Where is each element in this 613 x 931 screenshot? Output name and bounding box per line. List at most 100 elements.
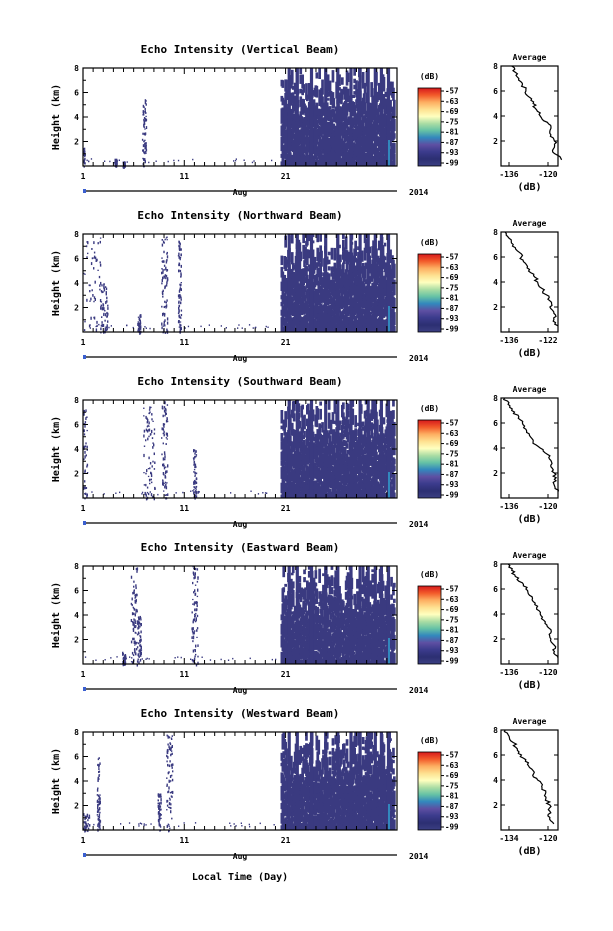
- echo-cell: [164, 268, 166, 271]
- echo-cell: [144, 142, 146, 145]
- echo-cell: [142, 110, 144, 113]
- echo-cell: [106, 315, 108, 318]
- echo-cell: [281, 645, 285, 651]
- echo-cell: [135, 586, 137, 590]
- echo-cell: [158, 821, 160, 823]
- echo-cell: [392, 296, 395, 300]
- echo-cell: [132, 628, 135, 632]
- echo-cell: [145, 658, 147, 660]
- echo-cell: [163, 458, 165, 461]
- echo-cell: [133, 618, 135, 621]
- echo-cell: [347, 316, 351, 320]
- echo-cell: [307, 403, 310, 414]
- echo-cell: [360, 294, 364, 308]
- echo-cell: [87, 829, 89, 833]
- echo-cell: [293, 628, 297, 633]
- echo-cell: [303, 117, 306, 129]
- echo-cell: [318, 602, 321, 607]
- echo-cell: [315, 102, 319, 118]
- echo-cell: [385, 266, 389, 274]
- echo-cell: [96, 810, 99, 814]
- echo-cell: [285, 748, 288, 765]
- echo-cell: [299, 251, 303, 262]
- average-x-tick-label: -136: [499, 170, 518, 179]
- echo-cell: [99, 822, 101, 825]
- echo-cell: [179, 321, 182, 323]
- y-tick-label: 2: [74, 636, 79, 645]
- echo-cell: [356, 591, 359, 602]
- echo-cell: [165, 306, 167, 309]
- echo-cell: [152, 446, 154, 449]
- echo-cell: [300, 811, 304, 822]
- echo-cell: [167, 493, 169, 496]
- echo-cell: [171, 752, 173, 755]
- echo-cell: [382, 434, 386, 441]
- echo-cell: [293, 273, 297, 286]
- echo-cell: [102, 304, 105, 307]
- echo-cell: [194, 572, 196, 576]
- echo-cell: [84, 829, 86, 833]
- echo-cell: [83, 409, 85, 413]
- colorbar-tick-label: -81: [445, 294, 459, 303]
- echo-cell: [195, 619, 197, 622]
- echo-cell: [180, 273, 182, 277]
- echo-cell: [85, 454, 87, 457]
- echo-cell: [305, 266, 308, 279]
- echo-cell: [165, 443, 167, 446]
- echo-cell: [168, 829, 170, 833]
- echo-cell: [385, 426, 389, 431]
- echo-cell: [85, 821, 87, 824]
- echo-cell: [383, 256, 387, 261]
- average-y-tick-label: 6: [493, 87, 498, 96]
- echo-cell: [354, 632, 357, 642]
- echo-cell: [169, 798, 171, 801]
- echo-cell: [281, 97, 285, 106]
- echo-cell: [326, 614, 330, 628]
- echo-cell: [303, 414, 306, 430]
- echo-cell: [357, 270, 360, 288]
- echo-cell: [313, 256, 317, 270]
- echo-cell: [166, 299, 168, 302]
- echo-cell: [376, 263, 379, 273]
- echo-cell: [96, 789, 99, 792]
- echo-cell: [165, 284, 168, 287]
- echo-cell: [194, 592, 197, 596]
- echo-cell: [284, 432, 287, 442]
- echo-cell: [89, 327, 91, 329]
- echo-cell: [285, 259, 288, 268]
- echo-cell: [140, 823, 143, 825]
- echo-cell: [140, 649, 142, 653]
- echo-cell: [178, 314, 180, 318]
- echo-cell: [355, 640, 358, 650]
- echo-cell: [143, 824, 145, 827]
- echo-cell: [163, 275, 165, 278]
- echo-cell: [370, 613, 373, 622]
- echo-cell: [284, 92, 287, 110]
- echo-cell: [292, 113, 296, 120]
- echo-cell: [157, 802, 159, 805]
- echo-cell: [301, 135, 304, 145]
- echo-cell: [301, 441, 304, 458]
- echo-cell: [344, 113, 348, 129]
- x-tick-label: 11: [179, 172, 189, 181]
- echo-cell: [169, 760, 171, 763]
- echo-cell: [143, 429, 146, 433]
- echo-cell: [302, 84, 305, 93]
- echo-cell: [161, 453, 163, 456]
- echo-cell: [291, 92, 295, 103]
- echo-cell: [149, 406, 151, 410]
- echo-cell: [338, 420, 341, 431]
- echo-cell: [192, 640, 194, 643]
- echo-cell: [145, 439, 147, 442]
- echo-cell: [167, 743, 169, 746]
- echo-cell: [85, 487, 88, 489]
- echo-cell: [301, 415, 304, 433]
- year-label: 2014: [409, 520, 428, 529]
- echo-cell: [157, 493, 159, 496]
- echo-cell: [83, 445, 85, 449]
- echo-cell: [102, 290, 104, 293]
- echo-cell: [170, 746, 172, 750]
- echo-cell: [196, 629, 198, 632]
- echo-cell: [196, 568, 199, 571]
- echo-cell: [255, 326, 257, 329]
